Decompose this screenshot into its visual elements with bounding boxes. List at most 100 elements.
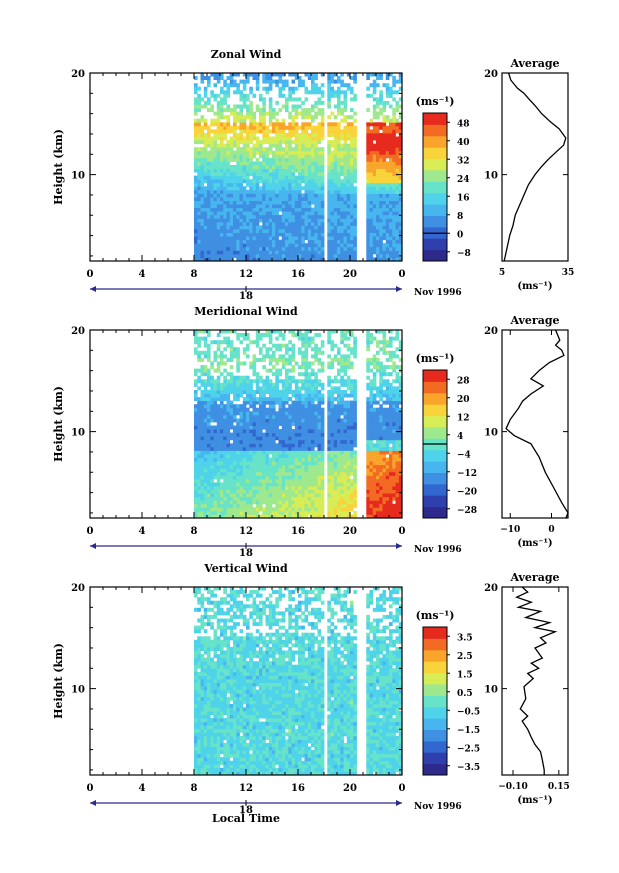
heatmap-cell bbox=[382, 133, 387, 137]
heatmap-cell bbox=[246, 172, 250, 177]
heatmap-cell bbox=[229, 475, 234, 480]
heatmap-cell bbox=[298, 390, 302, 394]
heatmap-cell bbox=[272, 108, 276, 113]
heatmap-cell bbox=[200, 436, 205, 441]
heatmap-cell bbox=[203, 503, 208, 508]
heatmap-cell bbox=[389, 133, 393, 137]
heatmap-cell bbox=[229, 125, 234, 130]
heatmap-cell bbox=[239, 478, 244, 483]
heatmap-cell bbox=[252, 422, 257, 426]
heatmap-cell bbox=[317, 414, 322, 419]
heatmap-cell bbox=[275, 193, 279, 198]
heatmap-cell bbox=[301, 229, 305, 233]
heatmap-cell bbox=[255, 72, 260, 77]
heatmap-cell bbox=[291, 354, 296, 359]
heatmap-cell bbox=[229, 347, 234, 352]
heatmap-cell bbox=[288, 221, 292, 226]
heatmap-cell bbox=[389, 104, 393, 109]
heatmap-cell bbox=[304, 182, 309, 187]
heatmap-cell bbox=[307, 446, 312, 451]
heatmap-cell bbox=[246, 489, 250, 494]
heatmap-cell bbox=[307, 154, 312, 159]
heatmap-cell bbox=[346, 407, 351, 412]
heatmap-cell bbox=[246, 443, 250, 448]
heatmap-cell bbox=[304, 236, 309, 241]
heatmap-cell bbox=[220, 382, 224, 387]
heatmap-cell bbox=[262, 507, 266, 512]
heatmap-cell bbox=[314, 418, 318, 423]
heatmap-cell bbox=[233, 482, 237, 487]
heatmap-cell bbox=[337, 493, 341, 498]
heatmap-cell bbox=[197, 221, 201, 226]
heatmap-cell bbox=[275, 422, 279, 426]
heatmap-cell bbox=[301, 422, 305, 426]
heatmap-cell bbox=[242, 150, 247, 155]
heatmap-cell bbox=[291, 118, 296, 123]
heatmap-cell bbox=[327, 193, 331, 198]
heatmap-cell bbox=[246, 422, 250, 426]
heatmap-cell bbox=[350, 379, 354, 384]
heatmap-cell bbox=[395, 229, 400, 233]
heatmap-cell bbox=[340, 379, 344, 384]
heatmap-cell bbox=[259, 172, 263, 177]
heatmap-cell bbox=[239, 429, 244, 434]
heatmap-cell bbox=[294, 197, 299, 201]
heatmap-cell bbox=[194, 446, 198, 451]
heatmap-cell bbox=[278, 136, 283, 141]
heatmap-cell bbox=[343, 133, 348, 137]
heatmap-cell bbox=[337, 500, 341, 505]
heatmap-cell bbox=[281, 104, 286, 109]
heatmap-cell bbox=[216, 464, 221, 469]
heatmap-cell bbox=[197, 457, 201, 462]
heatmap-cell bbox=[304, 429, 309, 434]
heatmap-cell bbox=[268, 404, 273, 409]
heatmap-cell bbox=[259, 122, 263, 127]
heatmap-cell bbox=[291, 204, 296, 209]
heatmap-cell bbox=[327, 218, 331, 223]
heatmap-cell bbox=[304, 461, 309, 466]
heatmap-cell bbox=[294, 211, 299, 216]
heatmap-cell bbox=[294, 446, 299, 451]
heatmap-cell bbox=[281, 461, 286, 466]
heatmap-cell bbox=[320, 340, 325, 345]
heatmap-cell bbox=[268, 486, 273, 490]
heatmap-cell bbox=[311, 72, 315, 77]
heatmap-cell bbox=[307, 443, 312, 448]
heatmap-cell bbox=[320, 446, 325, 451]
heatmap-cell bbox=[233, 393, 237, 398]
heatmap-cell bbox=[285, 486, 289, 490]
heatmap-cell bbox=[301, 111, 305, 116]
heatmap-cell bbox=[223, 407, 227, 412]
heatmap-cell bbox=[311, 253, 315, 258]
heatmap-cell bbox=[233, 386, 237, 391]
heatmap-cell bbox=[291, 200, 296, 205]
heatmap-cell bbox=[314, 489, 318, 494]
heatmap-cell bbox=[314, 257, 318, 262]
heatmap-cell bbox=[207, 175, 211, 180]
heatmap-cell bbox=[288, 329, 292, 334]
heatmap-cell bbox=[265, 486, 270, 490]
heatmap-cell bbox=[255, 221, 260, 226]
heatmap-cell bbox=[288, 468, 292, 473]
heatmap-cell bbox=[340, 218, 344, 223]
heatmap-cell bbox=[343, 500, 348, 505]
heatmap-cell bbox=[194, 414, 198, 419]
heatmap-cell bbox=[268, 218, 273, 223]
heatmap-cell bbox=[197, 207, 201, 212]
heatmap-cell bbox=[294, 165, 299, 169]
heatmap-cell bbox=[216, 503, 221, 508]
heatmap-cell bbox=[236, 90, 240, 95]
heatmap-cell bbox=[337, 157, 341, 162]
heatmap-cell bbox=[200, 365, 205, 370]
heatmap-cell bbox=[311, 197, 315, 201]
heatmap-cell bbox=[330, 503, 335, 508]
heatmap-cell bbox=[255, 257, 260, 262]
heatmap-cell bbox=[353, 246, 357, 251]
heatmap-cell bbox=[327, 207, 331, 212]
heatmap-cell bbox=[304, 482, 309, 487]
heatmap-cell bbox=[353, 207, 357, 212]
heatmap-cell bbox=[220, 211, 224, 216]
heatmap-cell bbox=[307, 111, 312, 116]
heatmap-cell bbox=[366, 236, 370, 241]
heatmap-cell bbox=[272, 221, 276, 226]
